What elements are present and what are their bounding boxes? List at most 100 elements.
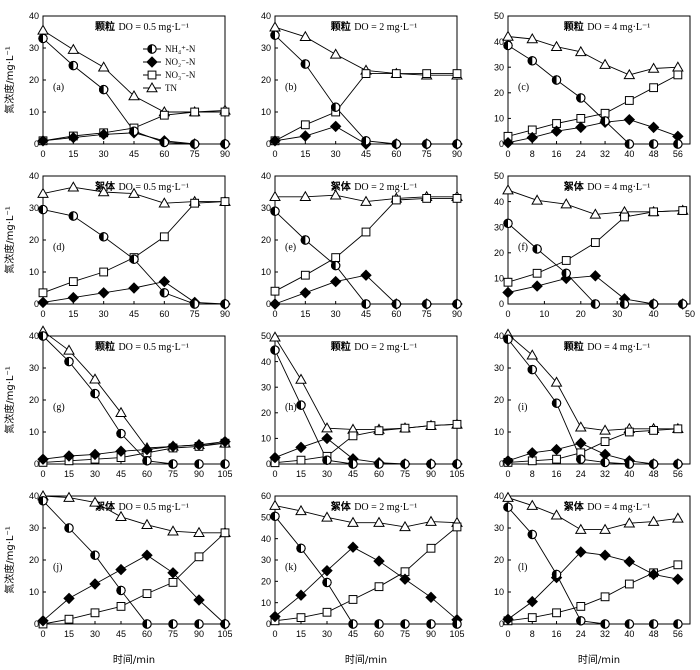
data-point (97, 128, 110, 141)
panel-title: 絮体 DO = 4 mg·L⁻¹ (564, 500, 651, 513)
data-point (300, 59, 311, 69)
data-point (89, 578, 101, 590)
y-tick-label: 30 (261, 555, 271, 565)
y-tick-label: 10 (261, 267, 271, 277)
data-point (531, 194, 543, 205)
y-tick-label: 0 (34, 459, 39, 469)
data-point (647, 121, 660, 134)
data-point (270, 511, 280, 521)
data-point (623, 517, 636, 528)
data-point (37, 296, 49, 309)
data-point (90, 388, 100, 399)
data-point (269, 499, 281, 510)
data-point (190, 107, 200, 117)
panel-title: 絮体 DO = 0.5 mg·L⁻¹ (95, 180, 189, 193)
x-tick-label: 105 (449, 629, 464, 639)
x-tick-label: 16 (552, 469, 562, 479)
x-tick-label: 8 (530, 149, 535, 159)
data-point (98, 232, 109, 242)
data-point (329, 275, 342, 288)
y-tick-label: 10 (29, 587, 39, 597)
data-point (620, 212, 629, 222)
data-point (361, 227, 371, 237)
data-point (623, 68, 636, 80)
data-point (452, 299, 462, 309)
y-tick-label: 20 (29, 555, 39, 565)
x-tick-label: 60 (374, 469, 384, 479)
data-point (391, 139, 402, 149)
x-tick-label: 0 (272, 469, 277, 479)
data-point (452, 619, 462, 629)
y-tick-label: 0 (34, 299, 39, 309)
panel-title: 颗粒 DO = 4 mg·L⁻¹ (564, 340, 651, 353)
data-point (576, 114, 586, 123)
data-point (220, 299, 230, 309)
x-tick-label: 10 (539, 309, 549, 319)
x-tick-label: 90 (426, 629, 436, 639)
x-tick-label: 60 (159, 149, 169, 159)
y-tick-label: 10 (29, 427, 39, 437)
series-line-j-NO₂⁻-N (42, 554, 226, 625)
x-tick-label: 56 (673, 469, 683, 479)
data-point (67, 181, 80, 192)
y-tick-label: 0 (34, 139, 39, 149)
y-axis-label: 氮浓度/mg·L⁻¹ (3, 206, 16, 274)
y-tick-label: 10 (494, 427, 504, 437)
y-tick-label: 40 (494, 491, 504, 501)
data-point (67, 131, 80, 144)
data-point (648, 619, 659, 629)
x-tick-label: 15 (68, 309, 78, 319)
y-tick-label: 0 (499, 139, 504, 149)
data-point (269, 135, 281, 147)
data-point (623, 113, 636, 126)
x-tick-label: 90 (220, 309, 230, 319)
x-tick-label: 60 (391, 149, 401, 159)
data-point (561, 256, 571, 265)
x-tick-label: 15 (64, 629, 74, 639)
x-tick-label: 30 (331, 309, 341, 319)
panel-k: 0 15 30 45 60 75 90 105 0 10 20 30 40 50 60 絮体 DO = 2 m… (261, 491, 465, 639)
x-tick-label: 0 (505, 469, 510, 479)
panel-letter: (i) (518, 402, 527, 413)
data-point (348, 459, 358, 469)
x-tick-label: 0 (505, 309, 510, 319)
data-point (329, 48, 342, 59)
data-point (159, 288, 170, 298)
legend-label: TN (165, 83, 177, 93)
x-tick-label: 45 (361, 309, 371, 319)
panel-letter: (k) (285, 562, 297, 573)
data-point (97, 185, 110, 197)
data-point (37, 24, 49, 35)
data-point (374, 582, 384, 592)
data-point (672, 61, 684, 72)
y-tick-label: 40 (261, 534, 271, 544)
data-point (623, 555, 636, 568)
data-point (373, 516, 385, 527)
data-point (399, 573, 411, 585)
x-tick-label: 15 (64, 469, 74, 479)
x-tick-label: 45 (116, 629, 126, 639)
x-tick-label: 75 (190, 149, 200, 159)
data-point (168, 619, 178, 629)
x-tick-label: 0 (272, 629, 277, 639)
x-tick-label: 15 (300, 149, 310, 159)
x-axis-label: 时间/min (578, 653, 620, 666)
data-point (576, 93, 586, 103)
data-point (168, 578, 178, 587)
data-point (647, 62, 660, 73)
data-point (269, 451, 281, 464)
data-point (590, 299, 601, 309)
x-tick-label: 45 (361, 149, 371, 159)
data-point (321, 432, 333, 445)
data-point (678, 206, 688, 215)
data-point (194, 619, 204, 629)
panels-layer: 0 15 30 45 60 75 90 0 10 20 30 40 颗粒 DO = 0.5 mg·L⁻¹… (29, 11, 695, 639)
data-point (219, 435, 231, 448)
data-point (599, 523, 611, 534)
data-point (590, 238, 600, 247)
data-point (531, 280, 543, 292)
data-point (422, 69, 432, 78)
series-line-j-TN (42, 495, 225, 534)
data-point (552, 608, 561, 618)
data-point (89, 373, 101, 384)
